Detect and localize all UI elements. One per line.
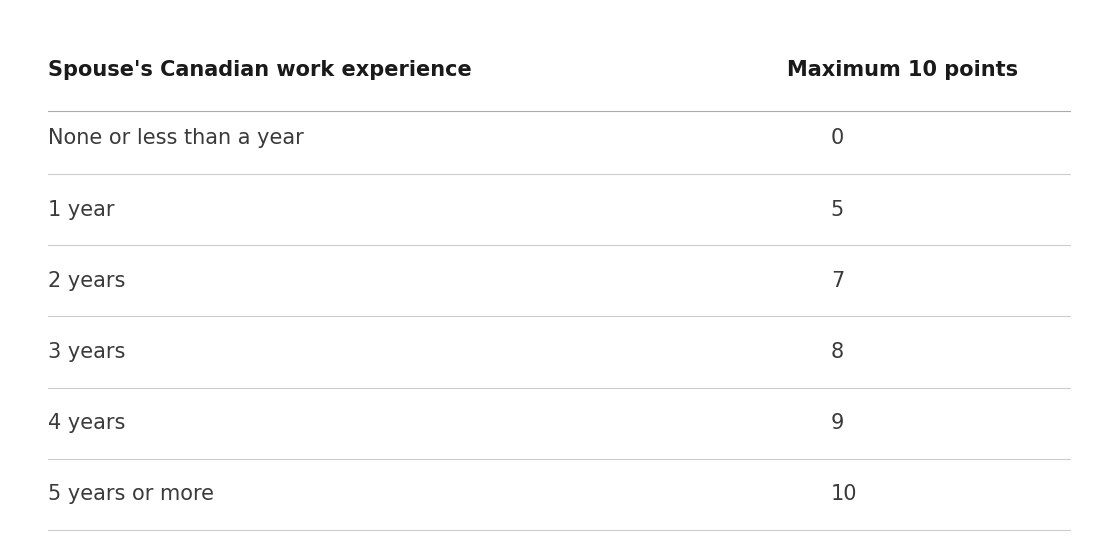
Text: 5: 5 [831,200,844,220]
Text: 9: 9 [831,413,844,433]
Text: 5 years or more: 5 years or more [47,484,214,504]
Text: Maximum 10 points: Maximum 10 points [787,60,1018,80]
Text: 4 years: 4 years [47,413,125,433]
Text: 8: 8 [831,342,844,362]
Text: 0: 0 [831,128,844,148]
Text: 1 year: 1 year [47,200,114,220]
Text: 7: 7 [831,271,844,291]
Text: None or less than a year: None or less than a year [47,128,304,148]
Text: 10: 10 [831,484,857,504]
Text: 3 years: 3 years [47,342,125,362]
Text: Spouse's Canadian work experience: Spouse's Canadian work experience [47,60,471,80]
Text: 2 years: 2 years [47,271,125,291]
